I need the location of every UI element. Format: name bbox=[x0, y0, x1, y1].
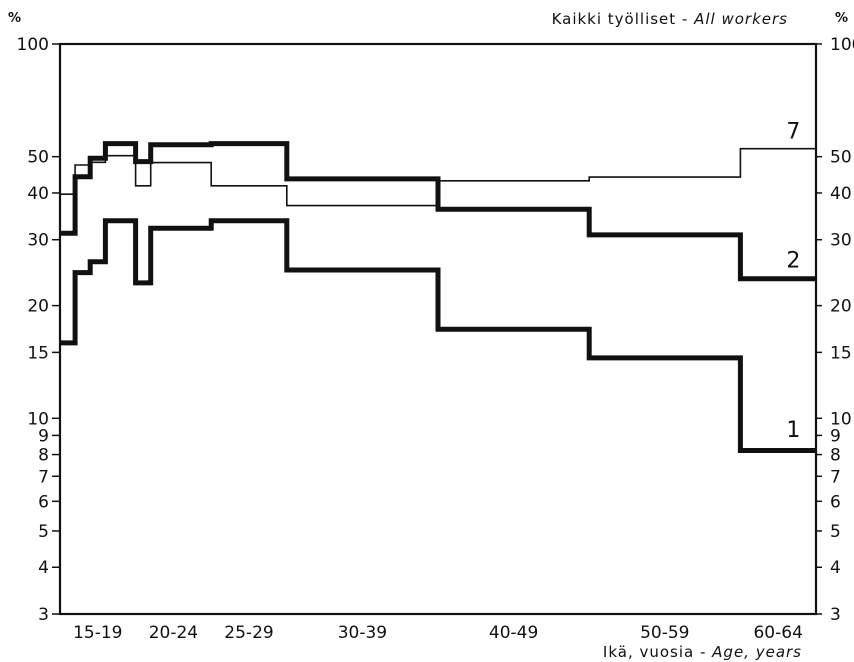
y-tick-label-right: 4 bbox=[830, 558, 841, 578]
chart-title-fi: Kaikki työlliset - bbox=[552, 10, 695, 28]
x-axis-ticks: 15-19 20-24 25-29 30-39 40-49 50-59 60-64 bbox=[73, 623, 803, 643]
y-tick-label-left: 30 bbox=[27, 231, 49, 251]
y-tick-label-right: 50 bbox=[830, 148, 852, 168]
y-tick-label-right: 8 bbox=[830, 446, 841, 466]
x-tick-label: 15-19 bbox=[73, 623, 122, 643]
y-tick-label-right: 9 bbox=[830, 426, 841, 446]
y-tick-label-left: 50 bbox=[27, 148, 49, 168]
chart-title: Kaikki työlliset - All workers bbox=[552, 10, 788, 28]
x-tick-label: 20-24 bbox=[149, 623, 198, 643]
y-tick-label-left: 100 bbox=[17, 35, 49, 55]
x-tick-label: 50-59 bbox=[640, 623, 689, 643]
y-tick-label-left: 20 bbox=[27, 297, 49, 317]
series-label-7: 7 bbox=[786, 119, 800, 144]
y-tick-label-right: 6 bbox=[830, 492, 841, 512]
y-tick-label-left: 40 bbox=[27, 184, 49, 204]
x-tick-label: 25-29 bbox=[224, 623, 273, 643]
y-tick-label-right: 3 bbox=[830, 605, 841, 625]
y-tick-label-left: 7 bbox=[38, 467, 49, 487]
y-tick-label-right: 40 bbox=[830, 184, 852, 204]
series-label-1: 1 bbox=[786, 418, 800, 443]
series-layer: 7 2 1 bbox=[60, 119, 816, 453]
series-line-2 bbox=[60, 141, 816, 282]
y-unit-left: % bbox=[8, 11, 21, 26]
x-tick-label: 60-64 bbox=[753, 623, 802, 643]
y-tick-label-right: 15 bbox=[830, 343, 852, 363]
y-tick-label-left: 6 bbox=[38, 492, 49, 512]
y-tick-label-right: 30 bbox=[830, 231, 852, 251]
x-tick-label: 30-39 bbox=[338, 623, 387, 643]
y-tick-label-left: 15 bbox=[27, 343, 49, 363]
y-tick-label-right: 5 bbox=[830, 522, 841, 542]
y-tick-label-left: 5 bbox=[38, 522, 49, 542]
y-tick-label-right: 20 bbox=[830, 297, 852, 317]
x-axis-label-en: Age, years bbox=[711, 643, 802, 661]
y-tick-label-left: 10 bbox=[27, 409, 49, 429]
chart-title-en: All workers bbox=[693, 10, 788, 28]
y-tick-label-left: 3 bbox=[38, 605, 49, 625]
y-tick-label-right: 10 bbox=[830, 409, 852, 429]
y-tick-label-left: 9 bbox=[38, 426, 49, 446]
x-axis-label-fi: Ikä, vuosia - bbox=[603, 643, 712, 661]
y-tick-label-right: 100 bbox=[830, 35, 854, 55]
y-tick-label-left: 8 bbox=[38, 446, 49, 466]
series-line-1 bbox=[60, 218, 816, 453]
y-tick-label-right: 7 bbox=[830, 467, 841, 487]
y-unit-right: % bbox=[835, 11, 848, 26]
x-tick-label: 40-49 bbox=[489, 623, 538, 643]
x-axis-label: Ikä, vuosia - Age, years bbox=[603, 643, 802, 661]
plot-frame bbox=[58, 42, 818, 616]
series-label-2: 2 bbox=[786, 248, 800, 273]
y-tick-label-left: 4 bbox=[38, 558, 49, 578]
